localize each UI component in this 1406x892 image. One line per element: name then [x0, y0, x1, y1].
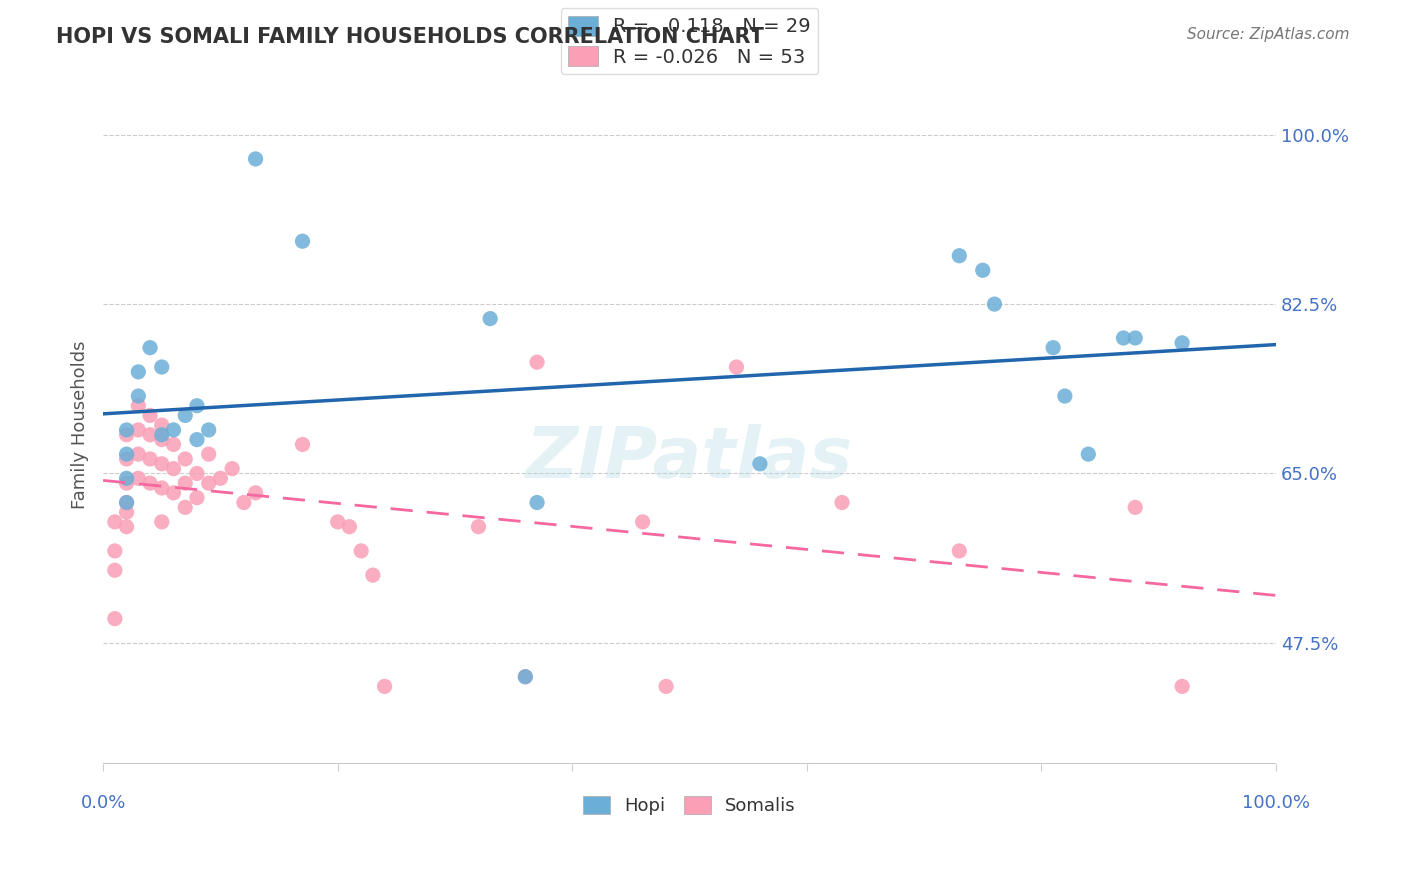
- Point: [104, 612, 127, 626]
- Point: [150, 418, 173, 433]
- Text: Source: ZipAtlas.com: Source: ZipAtlas.com: [1187, 27, 1350, 42]
- Point: [139, 341, 162, 355]
- Point: [245, 486, 267, 500]
- Point: [1171, 335, 1194, 350]
- Point: [139, 409, 162, 423]
- Point: [115, 427, 138, 442]
- Point: [339, 519, 361, 533]
- Point: [291, 234, 314, 248]
- Point: [725, 359, 748, 374]
- Point: [127, 447, 149, 461]
- Point: [115, 519, 138, 533]
- Text: 100.0%: 100.0%: [1241, 795, 1310, 813]
- Point: [526, 355, 548, 369]
- Point: [748, 457, 770, 471]
- Point: [127, 471, 149, 485]
- Point: [197, 447, 219, 461]
- Point: [115, 423, 138, 437]
- Point: [186, 467, 208, 481]
- Point: [127, 399, 149, 413]
- Point: [150, 457, 173, 471]
- Point: [150, 359, 173, 374]
- Point: [209, 471, 232, 485]
- Point: [515, 670, 537, 684]
- Point: [526, 495, 548, 509]
- Point: [115, 452, 138, 467]
- Point: [150, 515, 173, 529]
- Point: [174, 452, 197, 467]
- Point: [127, 423, 149, 437]
- Point: [983, 297, 1005, 311]
- Point: [162, 461, 184, 475]
- Point: [1077, 447, 1099, 461]
- Point: [150, 427, 173, 442]
- Point: [104, 515, 127, 529]
- Text: ZIPatlas: ZIPatlas: [526, 425, 853, 493]
- Point: [972, 263, 994, 277]
- Point: [115, 447, 138, 461]
- Point: [361, 568, 384, 582]
- Point: [174, 500, 197, 515]
- Point: [655, 680, 678, 694]
- Point: [115, 495, 138, 509]
- Point: [245, 152, 267, 166]
- Point: [948, 249, 970, 263]
- Point: [162, 423, 184, 437]
- Point: [139, 452, 162, 467]
- Point: [104, 544, 127, 558]
- Point: [139, 476, 162, 491]
- Point: [326, 515, 349, 529]
- Point: [467, 519, 489, 533]
- Point: [1112, 331, 1135, 345]
- Point: [186, 399, 208, 413]
- Legend: Hopi, Somalis: Hopi, Somalis: [576, 789, 803, 822]
- Point: [197, 423, 219, 437]
- Point: [291, 437, 314, 451]
- Point: [1123, 500, 1146, 515]
- Point: [150, 481, 173, 495]
- Point: [197, 476, 219, 491]
- Point: [831, 495, 853, 509]
- Point: [186, 491, 208, 505]
- Point: [115, 471, 138, 485]
- Point: [127, 389, 149, 403]
- Point: [1042, 341, 1064, 355]
- Point: [479, 311, 502, 326]
- Point: [1053, 389, 1076, 403]
- Point: [350, 544, 373, 558]
- Text: 0.0%: 0.0%: [80, 795, 125, 813]
- Point: [1123, 331, 1146, 345]
- Text: HOPI VS SOMALI FAMILY HOUSEHOLDS CORRELATION CHART: HOPI VS SOMALI FAMILY HOUSEHOLDS CORRELA…: [56, 27, 763, 46]
- Point: [515, 670, 537, 684]
- Point: [104, 563, 127, 577]
- Point: [631, 515, 654, 529]
- Point: [139, 427, 162, 442]
- Point: [174, 476, 197, 491]
- Point: [374, 680, 396, 694]
- Point: [948, 544, 970, 558]
- Point: [232, 495, 254, 509]
- Y-axis label: Family Households: Family Households: [72, 341, 89, 509]
- Point: [174, 409, 197, 423]
- Point: [1171, 680, 1194, 694]
- Point: [150, 433, 173, 447]
- Point: [162, 486, 184, 500]
- Point: [115, 476, 138, 491]
- Point: [127, 365, 149, 379]
- Point: [221, 461, 243, 475]
- Point: [115, 505, 138, 519]
- Point: [186, 433, 208, 447]
- Point: [115, 495, 138, 509]
- Point: [162, 437, 184, 451]
